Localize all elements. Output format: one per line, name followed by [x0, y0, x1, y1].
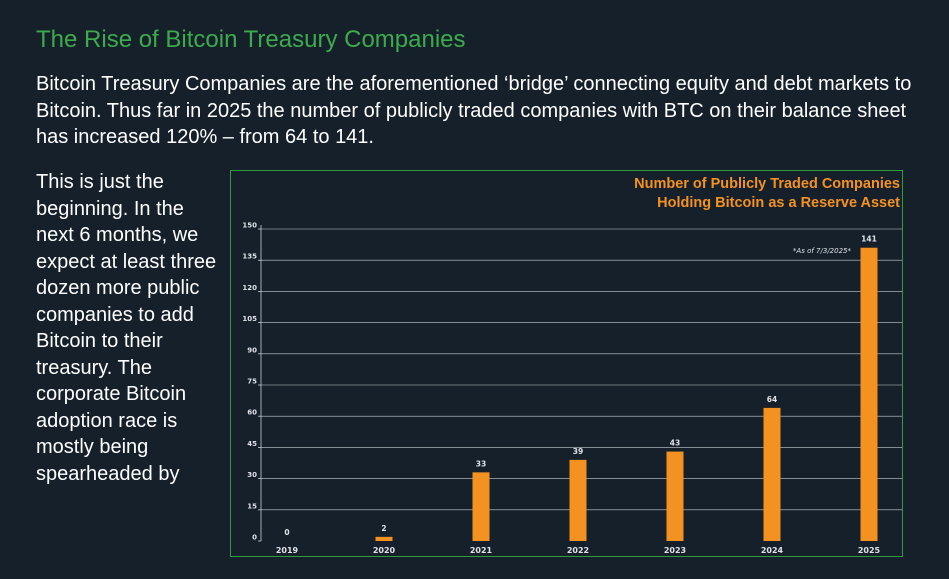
bar	[569, 459, 587, 541]
chart-title: Number of Publicly Traded Companies Hold…	[634, 175, 900, 213]
chart-title-line-1: Number of Publicly Traded Companies	[634, 176, 900, 192]
y-tick-label: 150	[242, 222, 257, 230]
bar	[763, 407, 781, 541]
side-paragraph: This is just the beginning. In the next …	[36, 171, 217, 485]
chart-canvas: 0 15 30 45 60 75 90 105 120 135 150 0 2019 2 2020 33 202…	[242, 222, 902, 555]
y-tick-label: 0	[252, 534, 257, 542]
x-tick-label: 2019	[276, 546, 299, 555]
intro-paragraph: Bitcoin Treasury Companies are the afore…	[36, 73, 912, 148]
as-of-note: *As of 7/3/2025*	[793, 247, 852, 255]
bar	[375, 536, 393, 541]
x-tick-label: 2020	[373, 546, 396, 555]
x-tick-label: 2025	[858, 546, 881, 555]
bar-value-label: 2	[381, 524, 386, 533]
bar-value-label: 43	[670, 439, 680, 448]
y-tick-label: 30	[247, 471, 257, 479]
bar-value-label: 0	[284, 528, 289, 537]
y-tick-label: 45	[247, 440, 257, 448]
chart-title-line-2: Holding Bitcoin as a Reserve Asset	[657, 195, 900, 211]
bar	[860, 247, 878, 541]
y-tick-label: 15	[247, 502, 257, 510]
x-tick-label: 2024	[761, 546, 784, 555]
x-tick-label: 2023	[664, 546, 686, 555]
page-title: The Rise of Bitcoin Treasury Companies	[36, 26, 466, 53]
bar-chart: 0 15 30 45 60 75 90 105 120 135 150 0 2019 2 2020 33 202…	[230, 170, 903, 557]
bar-value-label: 141	[861, 235, 877, 244]
bar	[472, 472, 490, 541]
bar-value-label: 64	[767, 395, 777, 404]
x-tick-label: 2022	[567, 546, 589, 555]
bar-value-label: 39	[573, 447, 583, 456]
bar-value-label: 33	[476, 459, 486, 468]
y-tick-label: 60	[247, 409, 257, 417]
y-tick-label: 75	[247, 378, 257, 386]
y-tick-label: 105	[242, 315, 257, 323]
y-tick-label: 90	[247, 346, 257, 354]
y-tick-label: 135	[242, 253, 257, 261]
y-tick-label: 120	[242, 284, 257, 292]
x-tick-label: 2021	[470, 546, 493, 555]
bar	[666, 451, 684, 541]
